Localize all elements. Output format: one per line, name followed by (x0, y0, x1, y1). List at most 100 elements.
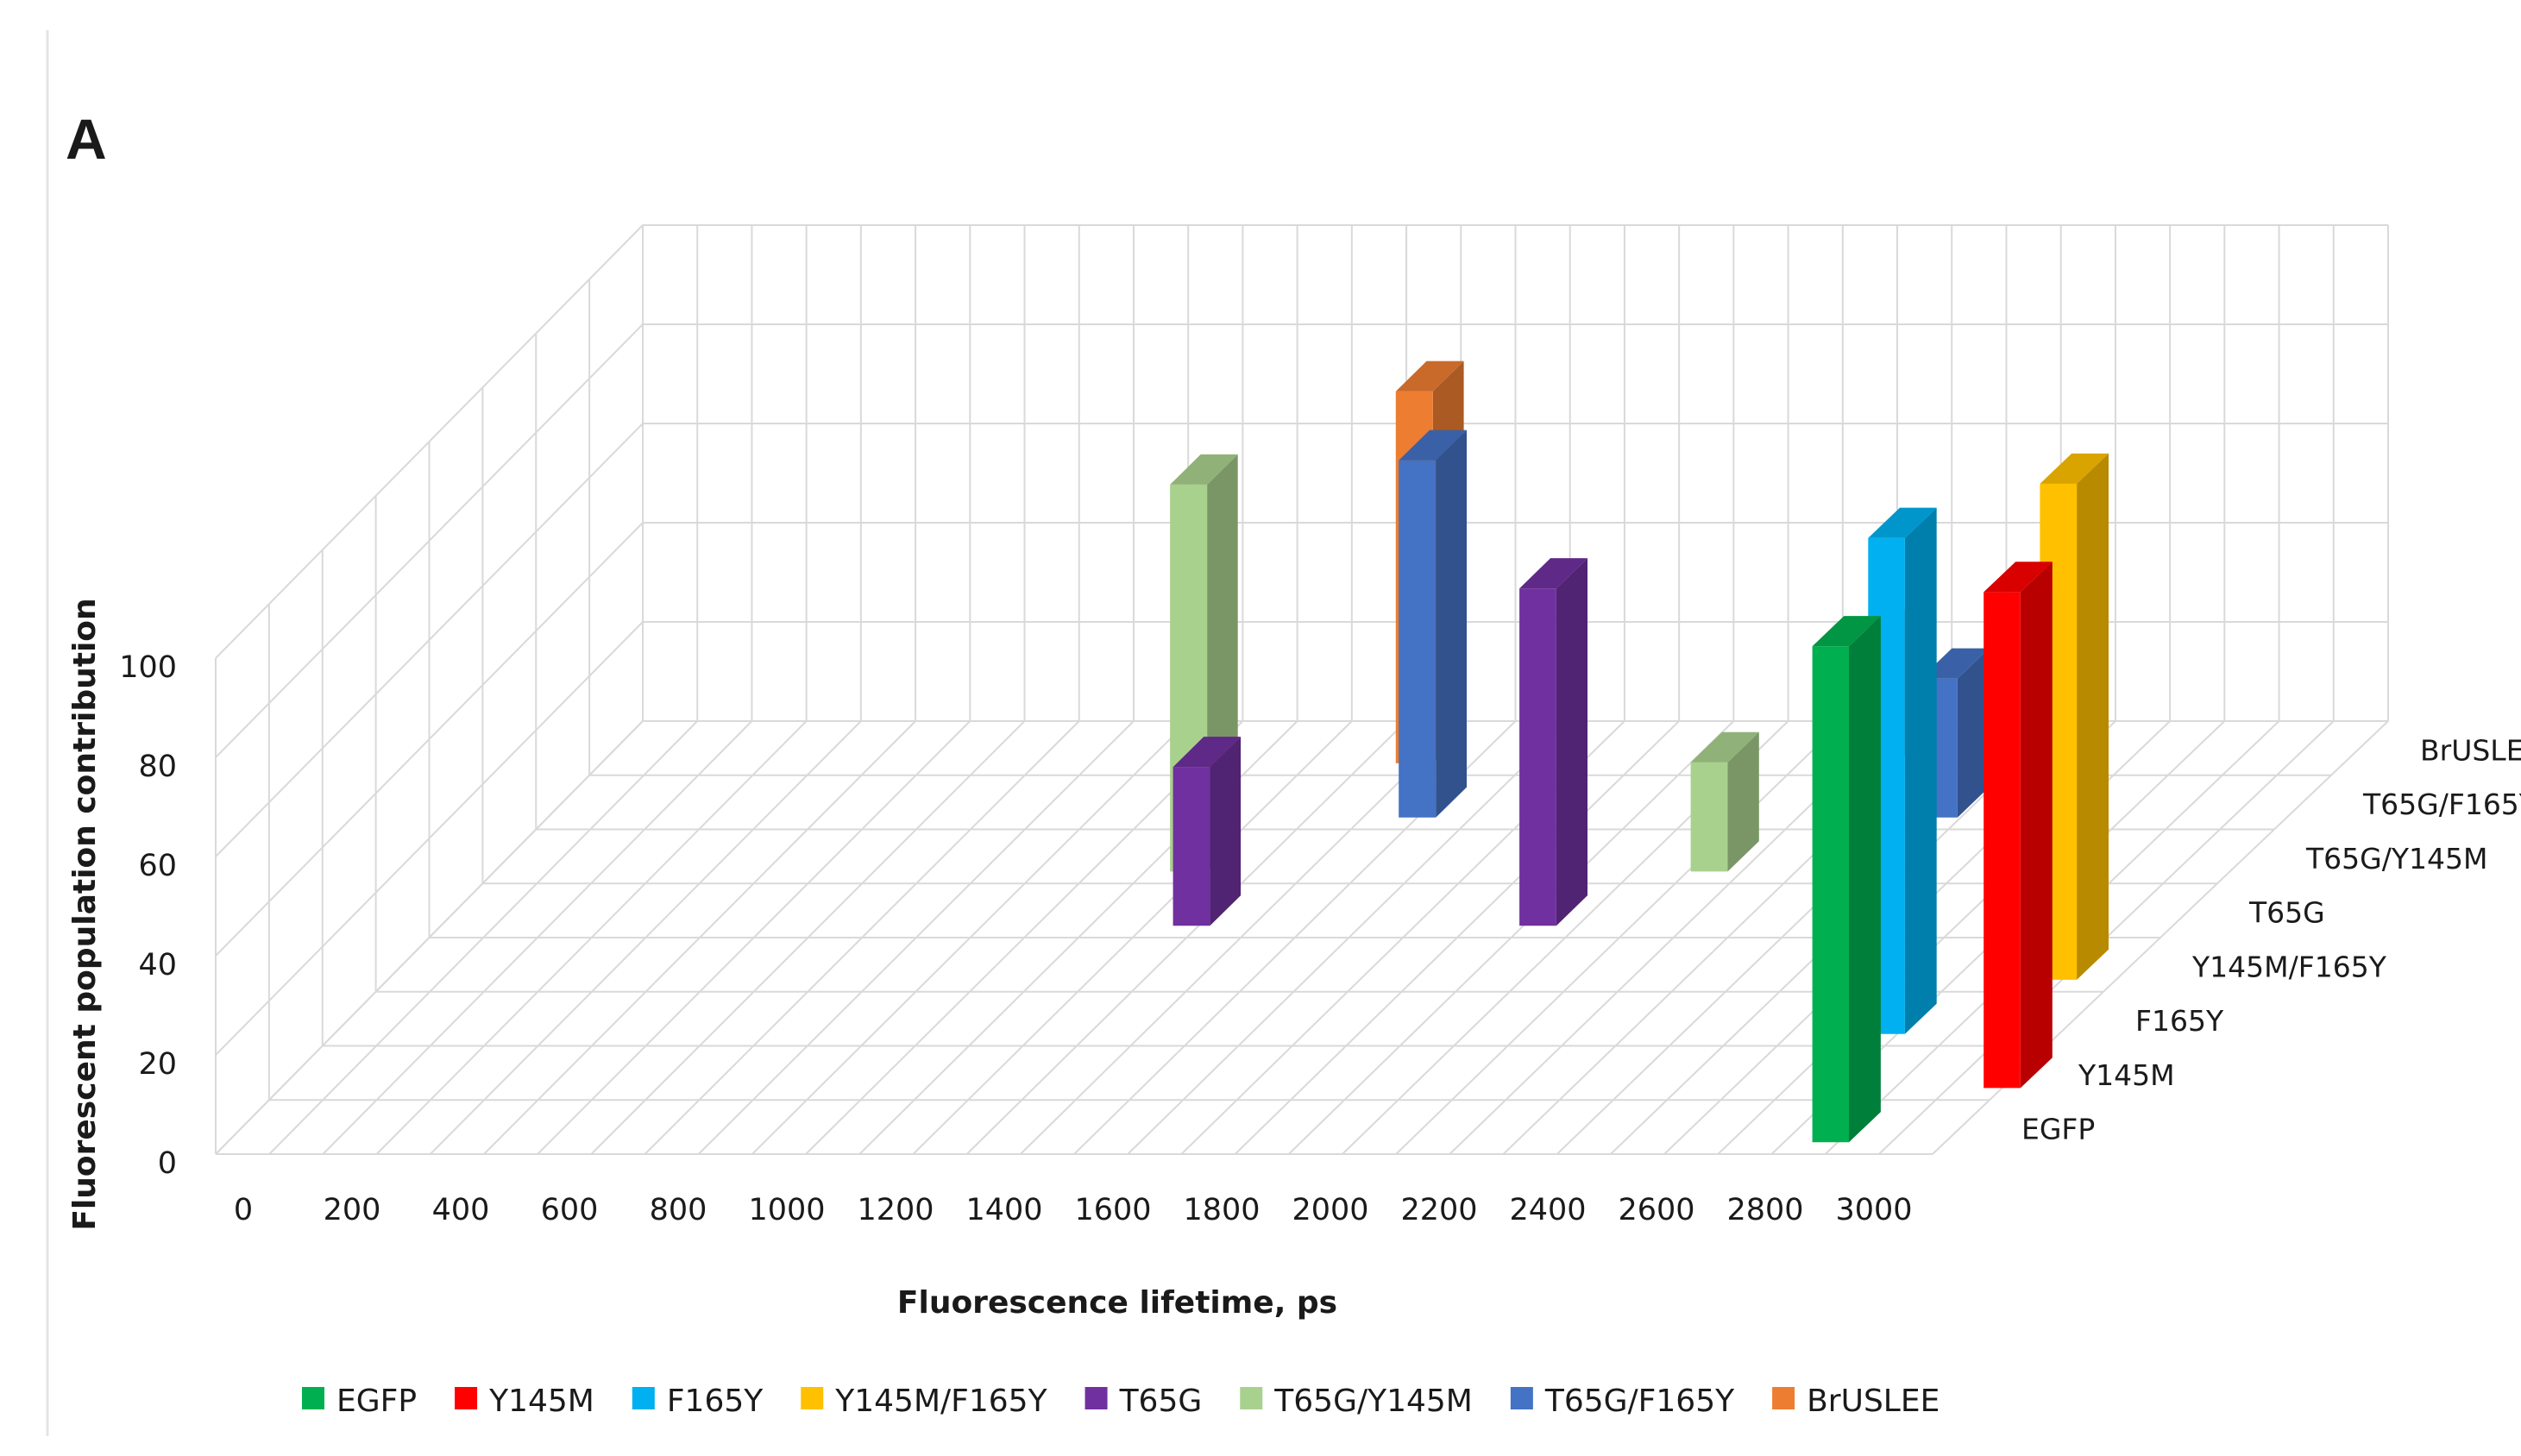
bar-top-face (1920, 648, 1990, 679)
legend-item: T65G/Y145M (1240, 1384, 1473, 1419)
depth-tick-label: T65G/F165Y (2362, 788, 2521, 821)
x-tick-label: 2600 (1618, 1193, 1694, 1227)
legend-swatch (801, 1387, 824, 1409)
y-axis-title: Fluorescent population contribution (67, 598, 103, 1230)
floor-grid-line (1288, 720, 1735, 1155)
y-tick-label: 20 (138, 1047, 177, 1082)
legend-label: Y145M (488, 1384, 594, 1419)
bar-side-face (1904, 507, 1937, 1034)
legend-item: BrUSLEE (1772, 1384, 1939, 1419)
bar-top-face (1395, 361, 1464, 392)
bar-front-face (1399, 460, 1437, 818)
legend-label: T65G/Y145M (1273, 1384, 1473, 1419)
bar-front-face (1519, 588, 1556, 926)
bars (1170, 361, 2109, 1143)
y-tick-label: 0 (158, 1146, 177, 1181)
legend-item: Y145M (455, 1384, 594, 1419)
floor-grid-line (697, 720, 1135, 1155)
bar-top-face (1172, 737, 1242, 768)
bar-t65g-1300 (1172, 737, 1242, 926)
y-tick-label: 40 (138, 948, 177, 982)
bar-side-face (1436, 430, 1467, 818)
y-tick-label: 100 (119, 650, 177, 685)
bar-y145m-3000 (1983, 562, 2053, 1089)
bar-front-face (1983, 592, 2021, 1089)
legend-swatch (632, 1387, 655, 1409)
legend-swatch (1510, 1387, 1533, 1409)
y-tick-label: 60 (138, 849, 177, 883)
floor-grid-line (430, 720, 862, 1155)
floor-grid-line (1234, 720, 1680, 1155)
floor-grid-line (322, 720, 753, 1155)
legend-swatch (1084, 1387, 1108, 1409)
x-axis-title: Fluorescence lifetime, ps (897, 1285, 1337, 1321)
legend-label: T65G/F165Y (1544, 1384, 1735, 1419)
legend-swatch (455, 1387, 478, 1409)
floor-grid-line (537, 720, 971, 1155)
depth-tick-label: T65G (2248, 896, 2325, 930)
legend-label: T65G (1119, 1384, 1203, 1419)
legend-item: T65G/F165Y (1510, 1384, 1735, 1419)
x-tick-label: 2000 (1292, 1193, 1368, 1227)
legend-swatch (1240, 1387, 1263, 1409)
legend: EGFP Y145M F165Y Y145M/F165Y T65G T65G/Y145M T… (302, 1384, 1939, 1419)
bar-front-face (1172, 767, 1210, 926)
floor-grid-line (912, 720, 1353, 1155)
x-tick-label: 2200 (1400, 1193, 1477, 1227)
x-tick-label: 800 (650, 1193, 707, 1227)
depth-tick-label: F165Y (2135, 1004, 2224, 1038)
x-tick-label: 600 (541, 1193, 599, 1227)
x-tick-label: 1800 (1183, 1193, 1260, 1227)
bar-top-face (1519, 558, 1587, 589)
panel-label: A (66, 107, 107, 171)
depth-tick-label: Y145M (2078, 1058, 2175, 1092)
bar-egfp-2800 (1812, 616, 1881, 1143)
legend-label: F165Y (667, 1384, 764, 1419)
bar-side-face (2077, 453, 2109, 980)
floor-grid-line (751, 720, 1189, 1155)
bar-front-face (1812, 646, 1849, 1143)
bar-top-face (1868, 507, 1937, 538)
floor-grid-line (1127, 720, 1571, 1155)
floor-grid-line (805, 720, 1244, 1155)
legend-swatch (1772, 1387, 1795, 1409)
x-tick-label: 400 (432, 1193, 490, 1227)
floor-grid-line (375, 720, 808, 1155)
floor-grid-line (965, 720, 1407, 1155)
legend-swatch (302, 1387, 324, 1409)
bar-t65g-y145m-2100 (1690, 731, 1759, 872)
bar-side-face (1556, 558, 1587, 926)
bar-top-face (1690, 731, 1759, 763)
bar-side-face (1210, 737, 1242, 926)
depth-tick-label: EGFP (2021, 1113, 2095, 1146)
depth-tick-label: T65G/Y145M (2305, 842, 2487, 875)
x-tick-label: 1200 (857, 1193, 934, 1227)
legend-item: Y145M/F165Y (801, 1384, 1048, 1419)
legend-label: BrUSLEE (1807, 1384, 1939, 1419)
depth-tick-label: BrUSLEE (2420, 733, 2521, 767)
legend-item: T65G (1084, 1384, 1203, 1419)
floor-grid-line (268, 720, 698, 1155)
floor-grid-line (1395, 720, 1844, 1155)
floor-grid-line (644, 720, 1080, 1155)
floor-grid-line (1020, 720, 1462, 1155)
bar-t65g-1900 (1519, 558, 1587, 926)
x-tick-label: 2800 (1726, 1193, 1803, 1227)
bar-front-face (1690, 762, 1728, 872)
legend-item: EGFP (302, 1384, 417, 1419)
floor-grid-line (483, 720, 916, 1155)
bar-side-face (2020, 562, 2053, 1089)
x-tick-label: 1400 (965, 1193, 1042, 1227)
bar-top-face (2040, 453, 2109, 484)
bar-top-face (1170, 454, 1238, 485)
x-tick-label: 1000 (748, 1193, 825, 1227)
bar-side-face (1849, 616, 1881, 1143)
x-tick-label: 1600 (1074, 1193, 1151, 1227)
bar-top-face (1983, 562, 2053, 593)
floor-grid-line (590, 720, 1026, 1155)
bar-top-face (1812, 616, 1881, 647)
legend-label: Y145M/F165Y (834, 1384, 1047, 1419)
